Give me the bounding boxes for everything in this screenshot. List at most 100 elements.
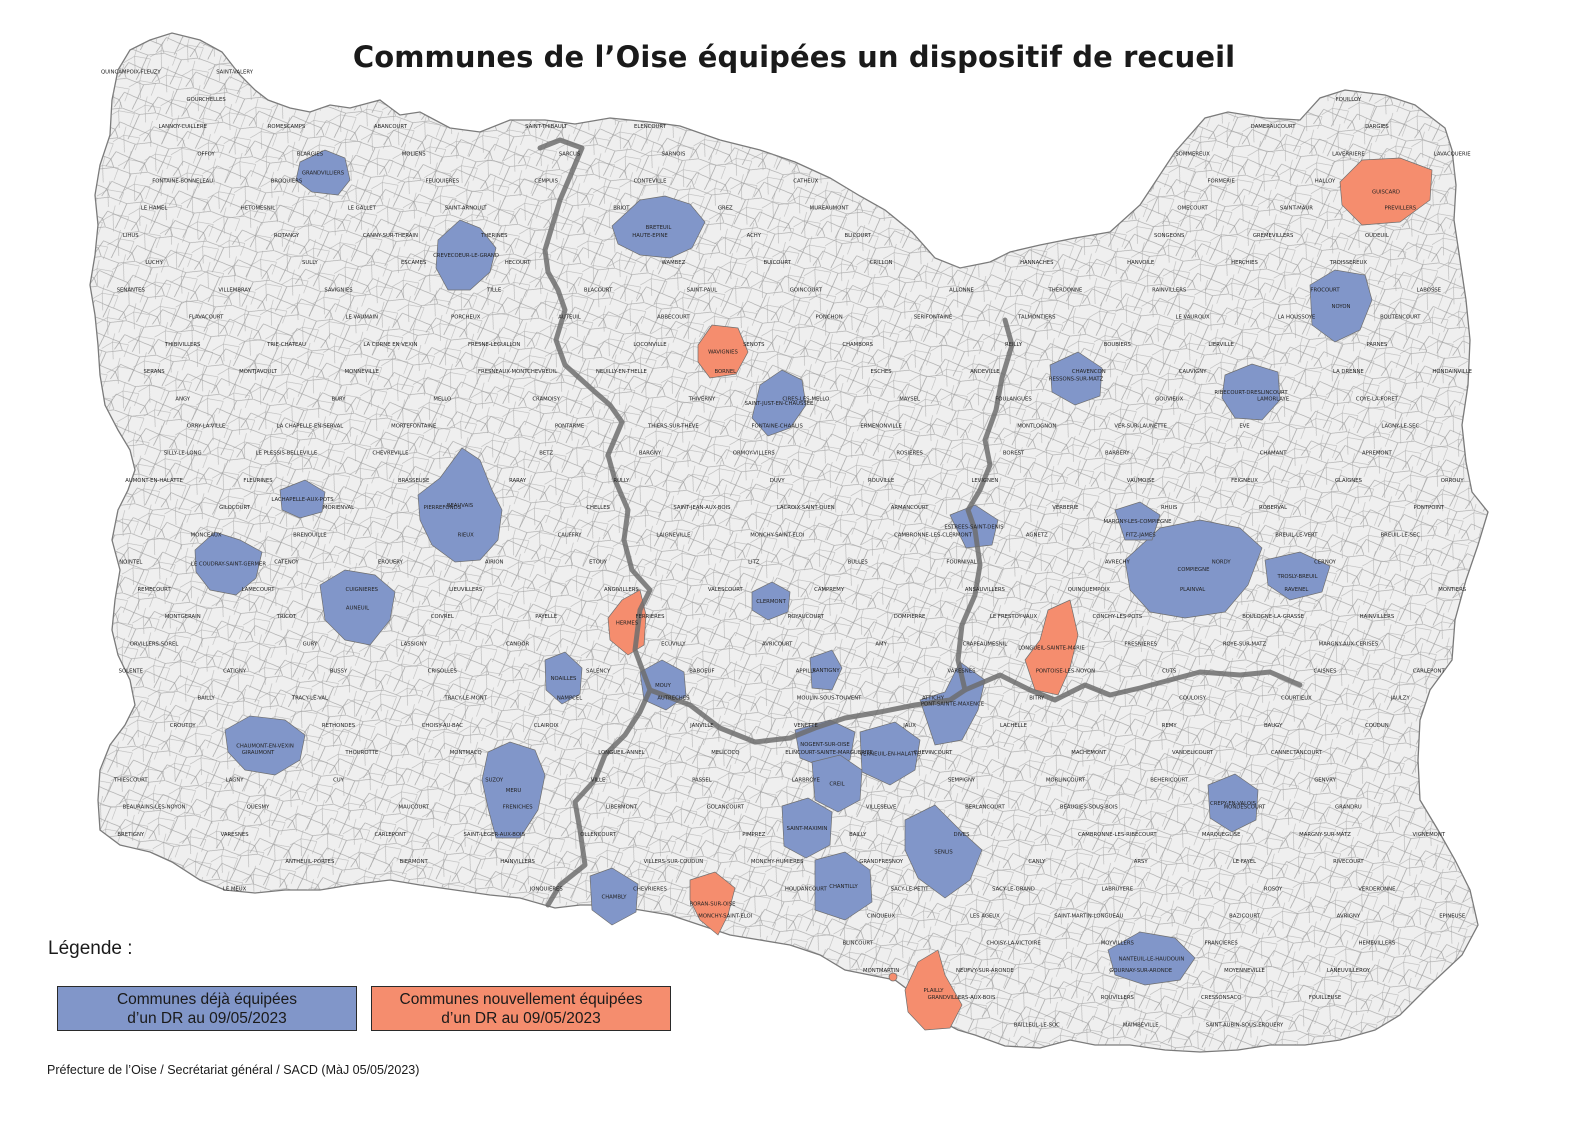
commune-label: DAMERAUCOURT <box>1251 124 1297 130</box>
commune-label-highlighted: CREVECOEUR-LE-GRAND <box>433 253 499 259</box>
commune-label: PREVILLERS <box>1384 206 1416 212</box>
commune-boran-sur-oise[interactable] <box>689 871 736 936</box>
commune-label: DIVES <box>954 832 971 838</box>
commune-label: SAINT-JEAN-AUX-BOIS <box>673 505 731 511</box>
commune-le-coudray-saint-germer[interactable] <box>194 531 263 596</box>
commune-label: ROYAUCOURT <box>788 614 825 620</box>
commune-longueil-sainte-marie[interactable] <box>1024 599 1079 696</box>
commune-label: PLAINVAL <box>1180 587 1205 593</box>
commune-plailly[interactable] <box>904 949 963 1031</box>
commune-chambly[interactable] <box>589 867 639 926</box>
commune-label: VILLE <box>591 777 606 783</box>
commune-label: HEMEVILLERS <box>1359 941 1396 947</box>
commune-label: ROYE-SUR-MATZ <box>1223 641 1267 647</box>
commune-label: FRESNEAUX-MONTCHEVREUIL <box>478 369 557 375</box>
commune-grandvilliers[interactable] <box>295 149 351 196</box>
commune-label: CRAMOISY <box>532 396 560 402</box>
commune-label: FROCOURT <box>1310 287 1340 293</box>
commune-label: ESCHES <box>871 369 893 375</box>
legend-heading: Légende : <box>48 938 133 959</box>
commune-label: ABBECOURT <box>657 315 690 321</box>
commune-label: BUICOURT <box>764 260 792 266</box>
commune-label: PASSEL <box>692 777 712 783</box>
commune-chantilly[interactable] <box>814 851 873 921</box>
commune-label: LIHUS <box>123 233 139 239</box>
commune-label: BRASSEUSE <box>398 478 430 484</box>
commune-margny-les-compiegne[interactable] <box>1114 501 1161 541</box>
commune-label: AVRICOURT <box>762 641 793 647</box>
commune-pont-sainte-maxence[interactable] <box>919 661 986 746</box>
commune-label-highlighted: CREIL <box>829 782 844 788</box>
commune-label: TRICOT <box>276 614 297 620</box>
commune-nanteuil-le-haudouin[interactable] <box>1107 931 1196 986</box>
commune-breteuil[interactable] <box>611 195 706 259</box>
commune-label: LA CHAPELLE-EN-SERVAL <box>277 424 344 430</box>
commune-saint-just-en-chaussee[interactable] <box>751 369 807 437</box>
commune-noyon[interactable] <box>1309 269 1373 343</box>
commune-crepy-en-valois[interactable] <box>1207 773 1259 833</box>
commune-senlis[interactable] <box>904 804 983 899</box>
commune-label: SILLY-LE-LONG <box>164 451 202 457</box>
commune-label: THIVERNY <box>688 396 716 402</box>
commune-meru[interactable] <box>481 741 546 839</box>
commune-label: ANSAUVILLERS <box>965 587 1006 593</box>
commune-label: LAVACQUERIE <box>1434 151 1472 157</box>
commune-ribecourt-dreslincourt[interactable] <box>1221 363 1281 421</box>
commune-saint-maximin[interactable] <box>781 797 833 859</box>
commune-rantigny[interactable] <box>809 649 843 691</box>
commune-beauvais[interactable] <box>417 447 503 563</box>
commune-label: RARAY <box>509 478 527 484</box>
arrondissement-boundaries <box>537 137 1303 908</box>
commune-auneuil[interactable] <box>319 569 396 646</box>
commune-wavignies[interactable] <box>697 324 749 379</box>
commune-label: PONTPOINT <box>1413 505 1444 511</box>
existing-dr-communes <box>194 149 1373 986</box>
commune-label: ROUVILLERS <box>1101 995 1135 1001</box>
commune-label: RIVECOURT <box>1333 859 1364 865</box>
commune-label: AVRECHY <box>1105 560 1131 566</box>
commune-guiscard[interactable] <box>1339 157 1433 226</box>
commune-label: HAINVILLERS <box>1360 614 1395 620</box>
commune-label: RHUIS <box>1161 505 1178 511</box>
commune-label: RAVENEL <box>1284 587 1308 593</box>
commune-label: FITZ-JAMES <box>1126 532 1157 538</box>
commune-label: APPILLY <box>796 669 817 675</box>
commune-noailles[interactable] <box>544 651 583 705</box>
commune-label: CAUFFRY <box>558 532 583 538</box>
commune-label: SACY-LE-PETIT <box>891 886 930 892</box>
commune-label: ORMOY-VILLERS <box>733 451 776 457</box>
commune-label: LES AGEUX <box>970 914 1000 920</box>
commune-creil[interactable] <box>811 754 863 813</box>
commune-label: ERMENONVILLE <box>860 424 902 430</box>
commune-label: HOUDANCOURT <box>785 886 828 892</box>
commune-label: ORRY-LA-VILLE <box>187 424 226 430</box>
commune-label: DUVY <box>770 478 786 484</box>
commune-label: SARCUS <box>559 151 581 157</box>
commune-label: AMY <box>875 641 887 647</box>
commune-crevecoeur-le-grand[interactable] <box>435 219 497 291</box>
commune-label: QUINQUEMPOIX <box>1068 587 1110 593</box>
commune-label: RULLY <box>613 478 630 484</box>
commune-label: LE HAMEL <box>141 206 168 212</box>
commune-label-highlighted: RANTIGNY <box>812 668 840 674</box>
commune-label: CHAMBORS <box>842 342 873 348</box>
commune-verneuil-en-halatte[interactable] <box>859 721 921 786</box>
commune-ressons-sur-matz[interactable] <box>1049 351 1103 406</box>
commune-label-highlighted: CHAUMONT-EN-VEXIN <box>236 744 294 750</box>
commune-label: FRANCIERES <box>1205 941 1239 947</box>
commune-lachapelle-aux-pots[interactable] <box>279 479 326 519</box>
commune-label-highlighted: PLAILLY <box>924 988 945 994</box>
commune-chaumont-en-vexin[interactable] <box>224 715 306 776</box>
commune-compiegne[interactable] <box>1124 519 1263 619</box>
commune-label: TROISSEREUX <box>1329 260 1368 266</box>
commune-label: BEAUGIES-SOUS-BOIS <box>1060 805 1119 811</box>
commune-label: MOYVILLERS <box>1101 941 1135 947</box>
legend-new-label: Communes nouvellement équipées d’un DR a… <box>399 990 643 1027</box>
commune-label: HALLOY <box>1315 179 1336 185</box>
commune-label: ELINCOURT-SAINTE-MARGUERITE <box>785 750 873 756</box>
commune-label: CAMPREMY <box>814 587 845 593</box>
commune-trosly-breuil[interactable] <box>1264 551 1331 601</box>
commune-label: FORMERIE <box>1207 179 1235 185</box>
commune-clermont[interactable] <box>751 581 791 621</box>
